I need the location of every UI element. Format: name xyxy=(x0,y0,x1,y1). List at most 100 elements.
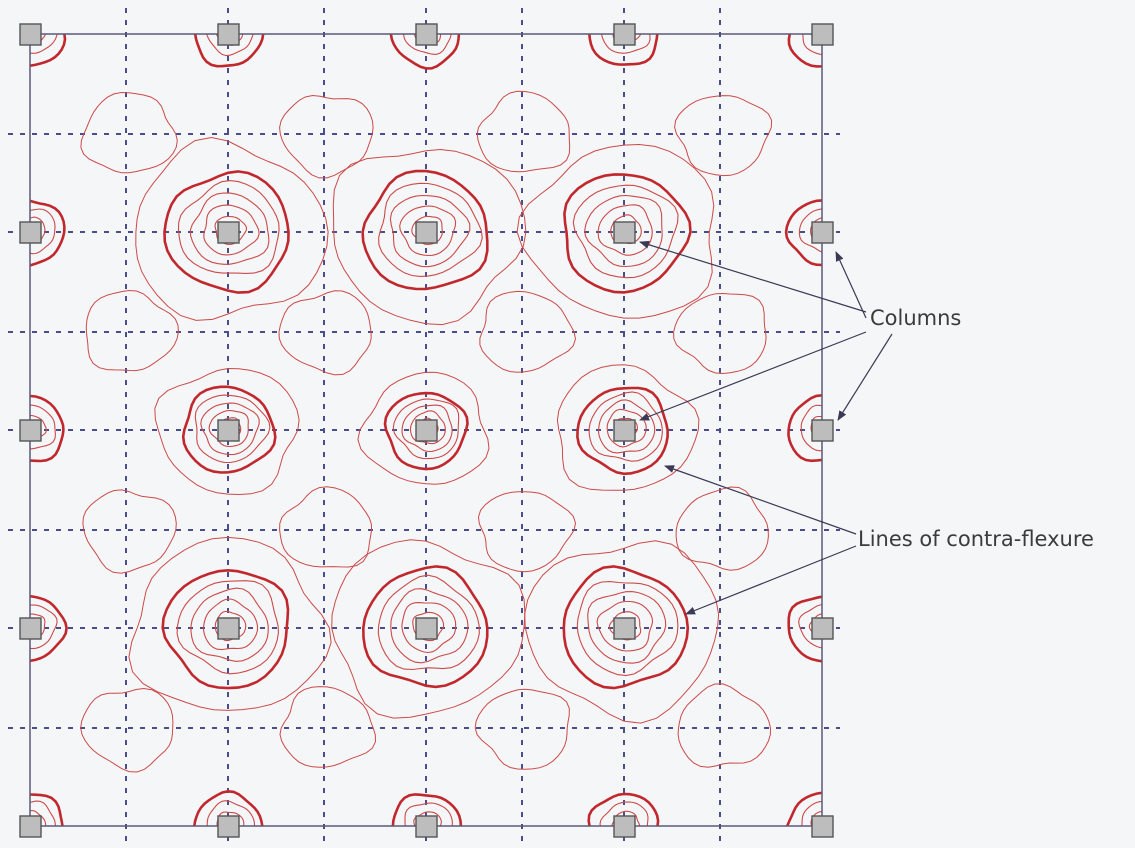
moment-contour-outer xyxy=(357,371,490,485)
midpanel-contour xyxy=(85,289,179,372)
column-square xyxy=(811,23,834,46)
gridlines xyxy=(8,8,840,846)
column-square xyxy=(415,617,438,640)
moment-contour xyxy=(399,205,457,257)
contra-flexure-line xyxy=(787,393,822,463)
moment-contour xyxy=(808,613,822,639)
column-square xyxy=(613,815,636,838)
contra-flexure-line xyxy=(30,199,66,267)
column-square xyxy=(811,221,834,244)
contra-flexure-line xyxy=(361,565,489,689)
midpanel-contour xyxy=(675,486,769,571)
moment-contour-outer xyxy=(524,540,720,724)
moment-contour xyxy=(177,180,280,274)
midpanel-contour xyxy=(477,491,577,573)
moment-contour xyxy=(801,800,822,826)
moment-contour xyxy=(409,410,446,445)
column-square xyxy=(811,419,834,442)
moment-contour xyxy=(176,580,279,675)
column-square xyxy=(415,221,438,244)
midpanel-contour xyxy=(279,686,377,768)
contra-flexure-line xyxy=(389,34,461,70)
moment-contour xyxy=(597,204,653,256)
moment-contour xyxy=(30,404,56,450)
moment-contour-outer xyxy=(154,367,300,496)
column-square xyxy=(613,617,636,640)
midpanel-contour xyxy=(279,94,374,179)
column-square xyxy=(217,221,240,244)
moment-contour xyxy=(810,216,822,242)
columns-leader-1 xyxy=(639,240,867,313)
moment-contour xyxy=(401,404,453,453)
moment-contour xyxy=(587,591,667,664)
midpanel-contour xyxy=(279,486,373,568)
moment-contour xyxy=(584,194,663,268)
contra-flexure-line xyxy=(383,391,469,471)
moment-contour xyxy=(194,394,271,464)
contra-flexure-line xyxy=(576,386,669,476)
midpanel-contour xyxy=(80,687,174,773)
contra-flexure-line xyxy=(563,173,692,294)
column-square xyxy=(19,221,42,244)
moment-contour xyxy=(392,398,460,460)
column-square xyxy=(217,815,240,838)
contra-flexure-line xyxy=(181,385,277,474)
moment-contour xyxy=(390,588,469,664)
column-square xyxy=(19,23,42,46)
contra-flexure-line xyxy=(30,594,68,663)
moment-contour xyxy=(404,802,453,826)
moment-contour xyxy=(798,208,822,253)
column-square xyxy=(613,221,636,244)
moment-contour-outer xyxy=(331,539,526,719)
midpanel-contour xyxy=(476,90,571,173)
midpanel-contour xyxy=(479,290,577,373)
column-square xyxy=(415,815,438,838)
moment-contour xyxy=(798,604,822,649)
moment-contour xyxy=(810,810,822,826)
contra-flexure-line xyxy=(784,199,822,267)
columns-group xyxy=(19,23,834,838)
column-square xyxy=(217,23,240,46)
column-square xyxy=(613,419,636,442)
moment-contour xyxy=(30,809,47,826)
contra-flexure-line xyxy=(787,595,822,663)
column-square xyxy=(811,815,834,838)
moment-contour xyxy=(189,192,270,265)
midpanel-contour xyxy=(82,489,177,574)
contra-flexure-leader-1 xyxy=(664,465,857,535)
columns-leader-3 xyxy=(639,331,867,421)
moment-contour xyxy=(413,811,442,826)
moment-contour xyxy=(206,800,256,826)
moment-contour xyxy=(596,600,654,652)
contra-flexure-line xyxy=(193,34,265,68)
moment-contour xyxy=(30,34,58,54)
moment-contour xyxy=(588,391,663,462)
contra-flexure-line xyxy=(391,793,463,826)
moment-contour xyxy=(378,182,483,277)
moment-contour-outer xyxy=(135,136,329,321)
moment-contour xyxy=(389,194,471,268)
column-square xyxy=(19,815,42,838)
contra-flexure-line xyxy=(30,793,64,826)
moment-contour xyxy=(30,604,58,650)
moment-contour xyxy=(377,574,480,671)
moment-contour xyxy=(208,409,249,448)
column-square xyxy=(217,617,240,640)
contra-flexure-line xyxy=(193,789,264,826)
midpanel-contour xyxy=(674,95,773,177)
midpanel-contour xyxy=(278,290,372,376)
column-square xyxy=(613,23,636,46)
moment-contour xyxy=(572,184,679,279)
moment-contour xyxy=(611,810,641,826)
moment-contour xyxy=(200,402,260,456)
moment-contour xyxy=(597,399,656,454)
column-square xyxy=(19,419,42,442)
contra-flexure-line xyxy=(163,170,290,294)
column-square xyxy=(217,419,240,442)
column-square xyxy=(19,617,42,640)
contra-flexure-line xyxy=(161,568,290,690)
columns-leader-4 xyxy=(837,333,893,421)
contra-flexure-line xyxy=(587,34,659,66)
moment-contour xyxy=(190,587,269,662)
